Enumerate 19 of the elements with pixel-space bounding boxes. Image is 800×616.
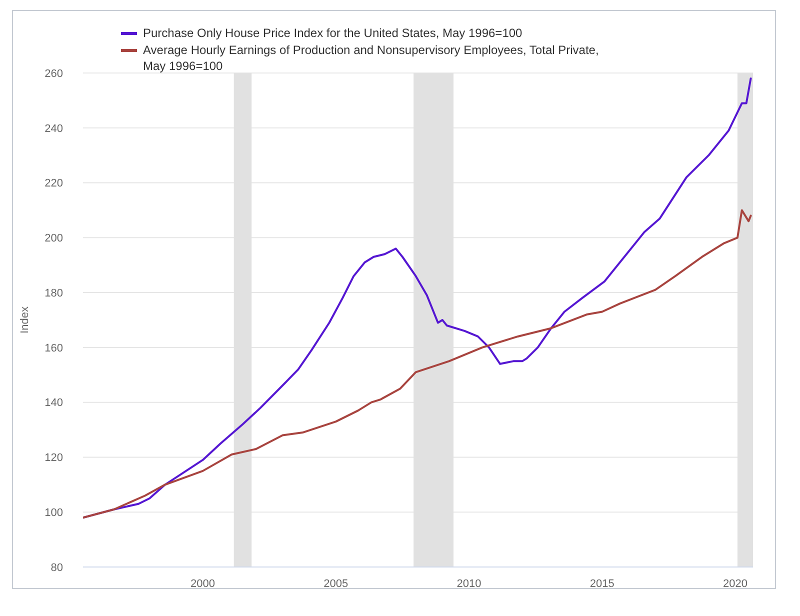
x-tick-label: 2020 [723, 578, 748, 590]
y-tick-label: 240 [44, 122, 63, 135]
y-axis-title: Index [19, 306, 31, 334]
y-tick-label: 160 [44, 342, 63, 354]
y-tick-label: 200 [44, 232, 63, 245]
y-tick-label: 140 [44, 397, 63, 410]
line-series [83, 209, 752, 519]
x-tick-label: 2000 [190, 578, 216, 590]
legend-label: Average Hourly Earnings of Production and Nonsupervisory Employees, Total Private, May 1996=100 [143, 42, 600, 74]
x-tick-label: 2015 [590, 578, 614, 590]
y-tick-label: 100 [44, 507, 63, 520]
y-tick-label: 80 [50, 562, 63, 574]
legend-label: Purchase Only House Price Index for the United States, May 1996=100 [143, 25, 522, 42]
y-tick-label: 120 [44, 452, 63, 464]
x-tick-label: 2005 [324, 578, 348, 590]
x-tick-label: 2010 [456, 578, 482, 590]
y-tick-label: 260 [44, 68, 63, 80]
y-tick-label: 220 [44, 178, 63, 190]
y-tick-label: 180 [44, 287, 63, 300]
